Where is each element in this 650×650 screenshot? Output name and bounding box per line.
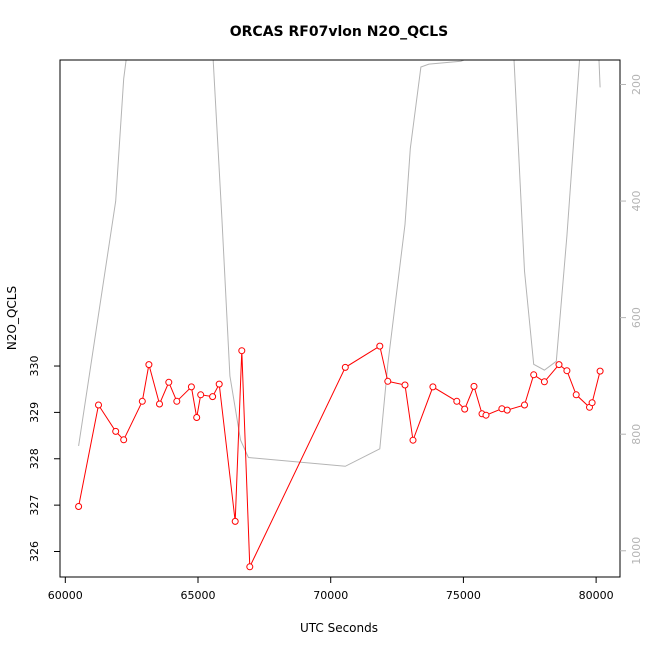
data-point xyxy=(521,401,528,409)
data-point xyxy=(588,399,596,407)
plot-frame xyxy=(59,59,621,578)
data-point xyxy=(470,382,478,390)
data-point xyxy=(95,401,102,409)
data-point xyxy=(187,383,195,391)
data-point xyxy=(461,405,469,413)
x-tick-label: 70000 xyxy=(313,589,348,602)
y-tick-label: 328 xyxy=(28,448,41,469)
x-tick-label: 75000 xyxy=(446,589,481,602)
data-point xyxy=(429,383,437,391)
y-tick-label: 329 xyxy=(28,402,41,423)
y2-tick-label: 800 xyxy=(630,424,643,445)
data-point xyxy=(145,361,153,369)
data-point xyxy=(563,367,571,375)
data-point xyxy=(555,361,563,369)
data-point xyxy=(75,503,83,510)
data-point xyxy=(246,563,254,571)
data-point xyxy=(596,367,604,375)
x-tick-label: 65000 xyxy=(181,589,216,602)
y-tick-label: 326 xyxy=(28,541,41,562)
data-point xyxy=(156,400,163,408)
data-point xyxy=(482,411,490,419)
data-point xyxy=(138,397,146,405)
x-tick-label: 60000 xyxy=(48,589,83,602)
data-point xyxy=(453,397,461,405)
data-point xyxy=(238,347,246,355)
chart-title: ORCAS RF07vlon N2O_QCLS xyxy=(230,24,449,40)
y2-tick-label: 1000 xyxy=(630,537,643,565)
data-point xyxy=(215,380,223,388)
data-point xyxy=(197,391,205,399)
data-point xyxy=(409,436,417,444)
data-point xyxy=(530,371,538,379)
data-point xyxy=(503,406,511,414)
y2-tick-label: 200 xyxy=(630,74,643,95)
secondary-series-line xyxy=(78,60,601,467)
data-point xyxy=(384,377,392,385)
y-tick-label: 327 xyxy=(28,495,41,516)
plot-area: 60000 65000 70000 75000 80000 326 327 328 329 330… xyxy=(28,59,643,602)
data-point xyxy=(540,378,548,386)
x-tick-label: 80000 xyxy=(579,589,614,602)
data-point xyxy=(341,363,349,371)
data-point xyxy=(401,381,409,389)
data-point xyxy=(572,391,580,399)
data-point xyxy=(231,517,239,525)
y-axis-label: N2O_QCLS xyxy=(5,286,19,350)
data-point xyxy=(173,397,181,405)
primary-series-line xyxy=(78,345,601,568)
y2-tick-label: 600 xyxy=(630,307,643,328)
y2-tick-label: 400 xyxy=(630,191,643,212)
data-point xyxy=(120,436,128,444)
data-point xyxy=(209,393,217,401)
x-axis-label: UTC Seconds xyxy=(300,621,378,635)
data-point xyxy=(165,378,173,386)
data-point xyxy=(193,414,201,421)
data-point xyxy=(376,342,384,350)
y-tick-label: 330 xyxy=(28,356,41,377)
data-point xyxy=(112,427,120,435)
